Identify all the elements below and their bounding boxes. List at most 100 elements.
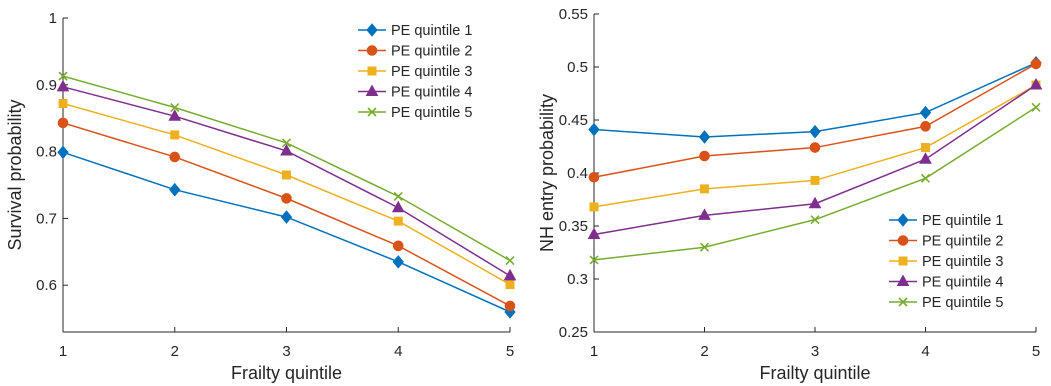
data-point (281, 138, 292, 148)
legend-label: PE quintile 4 (922, 275, 1003, 291)
data-point (281, 193, 292, 204)
legend-label: PE quintile 4 (391, 85, 472, 101)
x-tick-label: 2 (171, 343, 179, 360)
y-tick-label: 1 (49, 10, 57, 27)
data-point (588, 122, 600, 137)
data-point (392, 255, 404, 269)
series-2 (588, 58, 1042, 183)
data-point (280, 143, 293, 156)
data-point (1029, 77, 1043, 90)
legend-item: PE quintile 4 (358, 84, 472, 101)
data-point (504, 300, 516, 312)
data-point (56, 79, 70, 92)
legend-item: PE quintile 2 (889, 234, 1003, 250)
legend-label: PE quintile 2 (922, 234, 1003, 250)
data-point (169, 151, 181, 163)
legend-item: PE quintile 3 (358, 64, 472, 80)
y-tick-label: 0.5 (567, 59, 588, 76)
legend-label: PE quintile 1 (922, 213, 1003, 229)
x-tick-label: 4 (394, 343, 402, 360)
data-point (392, 240, 404, 252)
y-tick-label: 0.25 (559, 324, 588, 341)
series-3 (58, 99, 515, 290)
data-point (919, 105, 932, 120)
data-point (58, 99, 68, 109)
y-tick-label: 0.6 (36, 277, 57, 294)
legend-item: PE quintile 3 (889, 254, 1003, 270)
y-tick-label: 0.55 (559, 6, 588, 23)
data-point (920, 121, 931, 132)
legend-item: PE quintile 5 (358, 105, 472, 121)
data-point (700, 184, 709, 194)
data-point (919, 152, 932, 164)
x-axis-label: Frailty quintile (759, 363, 870, 383)
legend-marker (367, 107, 377, 117)
y-tick-label: 0.7 (36, 210, 57, 227)
data-point (57, 117, 69, 129)
x-tick-label: 3 (811, 343, 819, 360)
legend-label: PE quintile 2 (391, 44, 472, 60)
data-point (1031, 102, 1041, 112)
legend-marker (366, 23, 378, 37)
data-point (168, 109, 182, 121)
series-5 (58, 71, 515, 266)
data-point (169, 182, 181, 197)
legend-label: PE quintile 1 (391, 23, 472, 39)
data-point (391, 200, 405, 213)
data-point (809, 124, 821, 139)
data-point (698, 208, 711, 220)
x-tick-label: 1 (590, 343, 598, 360)
data-point (808, 196, 822, 209)
legend-marker (896, 274, 910, 286)
legend-item: PE quintile 5 (889, 295, 1003, 311)
data-point (699, 150, 710, 162)
legend-marker (366, 45, 378, 56)
data-point (57, 145, 69, 160)
legend-label: PE quintile 3 (391, 64, 472, 80)
data-point (810, 215, 820, 225)
legend-item: PE quintile 4 (889, 274, 1003, 291)
legend-label: PE quintile 5 (922, 295, 1003, 311)
y-tick-label: 0.8 (36, 144, 57, 161)
x-tick-label: 4 (921, 343, 929, 360)
data-point (503, 268, 517, 281)
data-point (170, 130, 180, 140)
data-point (589, 255, 599, 265)
data-point (282, 170, 291, 180)
chart-panel-2: 0.25 0.3 0.35 0.4 0.45 0.5 0.55 1 2 3 4 5 Frailty qu… (537, 6, 1043, 383)
data-point (280, 210, 293, 224)
x-axis-label: Frailty quintile (231, 363, 342, 383)
legend-label: PE quintile 3 (922, 254, 1003, 270)
y-axis-label: Survival probability (5, 99, 25, 250)
data-point (505, 255, 515, 266)
series-line (593, 63, 1037, 178)
data-point (588, 171, 600, 183)
legend-item: PE quintile 2 (358, 44, 472, 60)
data-point (393, 216, 403, 226)
y-tick-label: 0.3 (567, 271, 588, 288)
series-2 (57, 117, 516, 312)
data-point (587, 227, 601, 239)
y-axis-label: NH entry probability (537, 94, 557, 252)
data-point (58, 71, 68, 81)
y-tick-label: 0.45 (559, 112, 588, 129)
legend-marker (898, 297, 908, 307)
legend-item: PE quintile 1 (889, 213, 1003, 229)
x-tick-label: 2 (700, 343, 708, 360)
x-tick-label: 5 (1032, 343, 1040, 360)
chart-panel-1: 0.6 0.7 0.8 0.9 1 1 2 3 4 5 Frailty quintile Surviv… (5, 10, 517, 383)
series-4 (56, 79, 517, 281)
y-tick-label: 0.4 (567, 165, 588, 182)
data-point (170, 102, 180, 113)
series-4 (587, 77, 1043, 239)
legend-marker (367, 66, 377, 76)
data-point (589, 202, 599, 212)
legend-marker (897, 235, 909, 246)
data-point (1030, 58, 1042, 70)
x-tick-label: 3 (282, 343, 290, 360)
x-tick-label: 1 (59, 343, 67, 360)
y-tick-label: 0.35 (559, 218, 588, 235)
data-point (505, 280, 515, 290)
data-point (921, 143, 930, 153)
